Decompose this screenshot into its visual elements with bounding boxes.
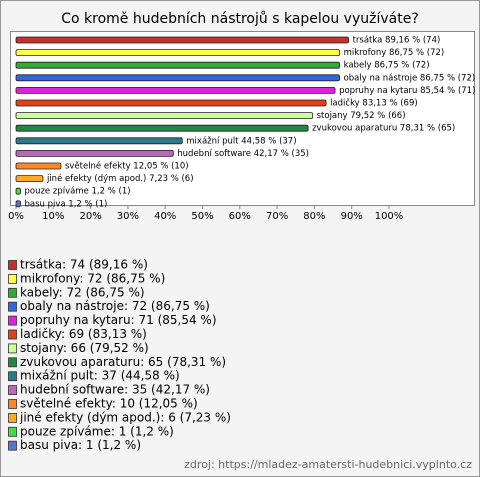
bar-label: mikrofony 86,75 % (72) — [344, 48, 445, 58]
bar-label: popruhy na kytaru 85,54 % (71) — [339, 86, 475, 96]
legend-label: basu piva: 1 (1,2 %) — [20, 438, 141, 452]
bar — [15, 149, 174, 157]
x-tick-label: 50% — [191, 211, 213, 222]
bar-label: ladičky 83,13 % (69) — [330, 98, 418, 109]
source: zdroj: https://mladez-amatersti-hudebnic… — [184, 458, 472, 471]
bar — [15, 87, 336, 94]
legend-swatch — [8, 315, 17, 326]
x-tick-label: 90% — [341, 211, 363, 222]
bar-label: mixážní pult 44,58 % (37) — [186, 136, 296, 146]
legend-swatch — [8, 412, 17, 423]
legend-swatch — [8, 399, 17, 409]
legend-swatch — [8, 371, 17, 382]
legend-label: jiné efekty (dým apod.): 6 (7,23 %) — [19, 410, 231, 424]
bar — [15, 61, 340, 69]
x-tick-label: 100% — [375, 211, 404, 222]
x-tick-label: 0% — [8, 211, 24, 222]
bar — [15, 200, 21, 208]
legend-swatch — [8, 357, 17, 368]
x-tick-label: 40% — [154, 211, 176, 222]
legend-label: pouze zpíváme: 1 (1,2 %) — [20, 424, 174, 438]
x-tick-label: 20% — [79, 211, 101, 222]
x-tick-label: 80% — [303, 211, 325, 222]
bar — [15, 187, 21, 195]
x-tick-label: 30% — [117, 211, 139, 222]
legend-swatch — [8, 426, 17, 437]
bar — [15, 137, 183, 145]
legend-label: zvukovou aparaturu: 65 (78,31 %) — [20, 355, 226, 369]
legend-label: hudební software: 35 (42,17 %) — [20, 383, 210, 397]
bar — [15, 175, 44, 183]
chart-title: Co kromě hudebních nástrojů s kapelou vy… — [61, 11, 419, 27]
bar-label: kabely 86,75 % (72) — [344, 61, 430, 71]
bar-label: hudební software 42,17 % (35) — [177, 149, 309, 159]
legend-label: popruhy na kytaru: 71 (85,54 %) — [20, 313, 217, 327]
legend-swatch — [8, 329, 17, 340]
x-tick-label: 70% — [266, 211, 288, 222]
bar — [15, 49, 340, 56]
legend-label: trsátka: 74 (89,16 %) — [20, 258, 148, 272]
legend-swatch — [8, 301, 17, 312]
bar-label: obaly na nástroje 86,75 % (72) — [344, 73, 476, 83]
bar-label: stojany 79,52 % (66) — [317, 111, 406, 121]
legend-swatch — [8, 440, 17, 451]
bar-label: zvukovou aparaturu 78,31 % (65) — [312, 124, 455, 134]
legend-swatch — [8, 273, 17, 284]
bar-label: jiné efekty (dým apod.) 7,23 % (6) — [46, 173, 194, 184]
bar — [15, 112, 314, 119]
bar-label: trsátka 89,16 % (74) — [353, 36, 441, 46]
bar-label: světelné efekty 12,05 % (10) — [65, 161, 189, 172]
legend-label: stojany: 66 (79,52 %) — [20, 341, 149, 355]
legend-label: mikrofony: 72 (86,75 %) — [20, 271, 165, 285]
legend-label: světelné efekty: 10 (12,05 %) — [20, 397, 198, 411]
legend-label: ladičky: 69 (83,13 %) — [20, 327, 147, 341]
legend-swatch — [8, 385, 17, 396]
bar — [15, 124, 309, 132]
bar — [15, 74, 340, 82]
legend-swatch — [8, 343, 17, 354]
bar-label: pouze zpíváme 1,2 % (1) — [24, 187, 130, 197]
bar — [15, 36, 349, 44]
x-tick-label: 60% — [229, 211, 251, 222]
bar-label: basu piva 1,2 % (1) — [24, 199, 107, 209]
legend-swatch — [8, 260, 17, 270]
x-tick-label: 10% — [42, 211, 64, 222]
legend-swatch — [8, 287, 17, 298]
legend-label: kabely: 72 (86,75 %) — [20, 285, 145, 299]
legend-label: obaly na nástroje: 72 (86,75 %) — [20, 299, 210, 313]
bar — [15, 99, 327, 107]
bar — [15, 162, 62, 170]
legend-label: mixážní pult: 37 (44,58 %) — [20, 369, 180, 383]
